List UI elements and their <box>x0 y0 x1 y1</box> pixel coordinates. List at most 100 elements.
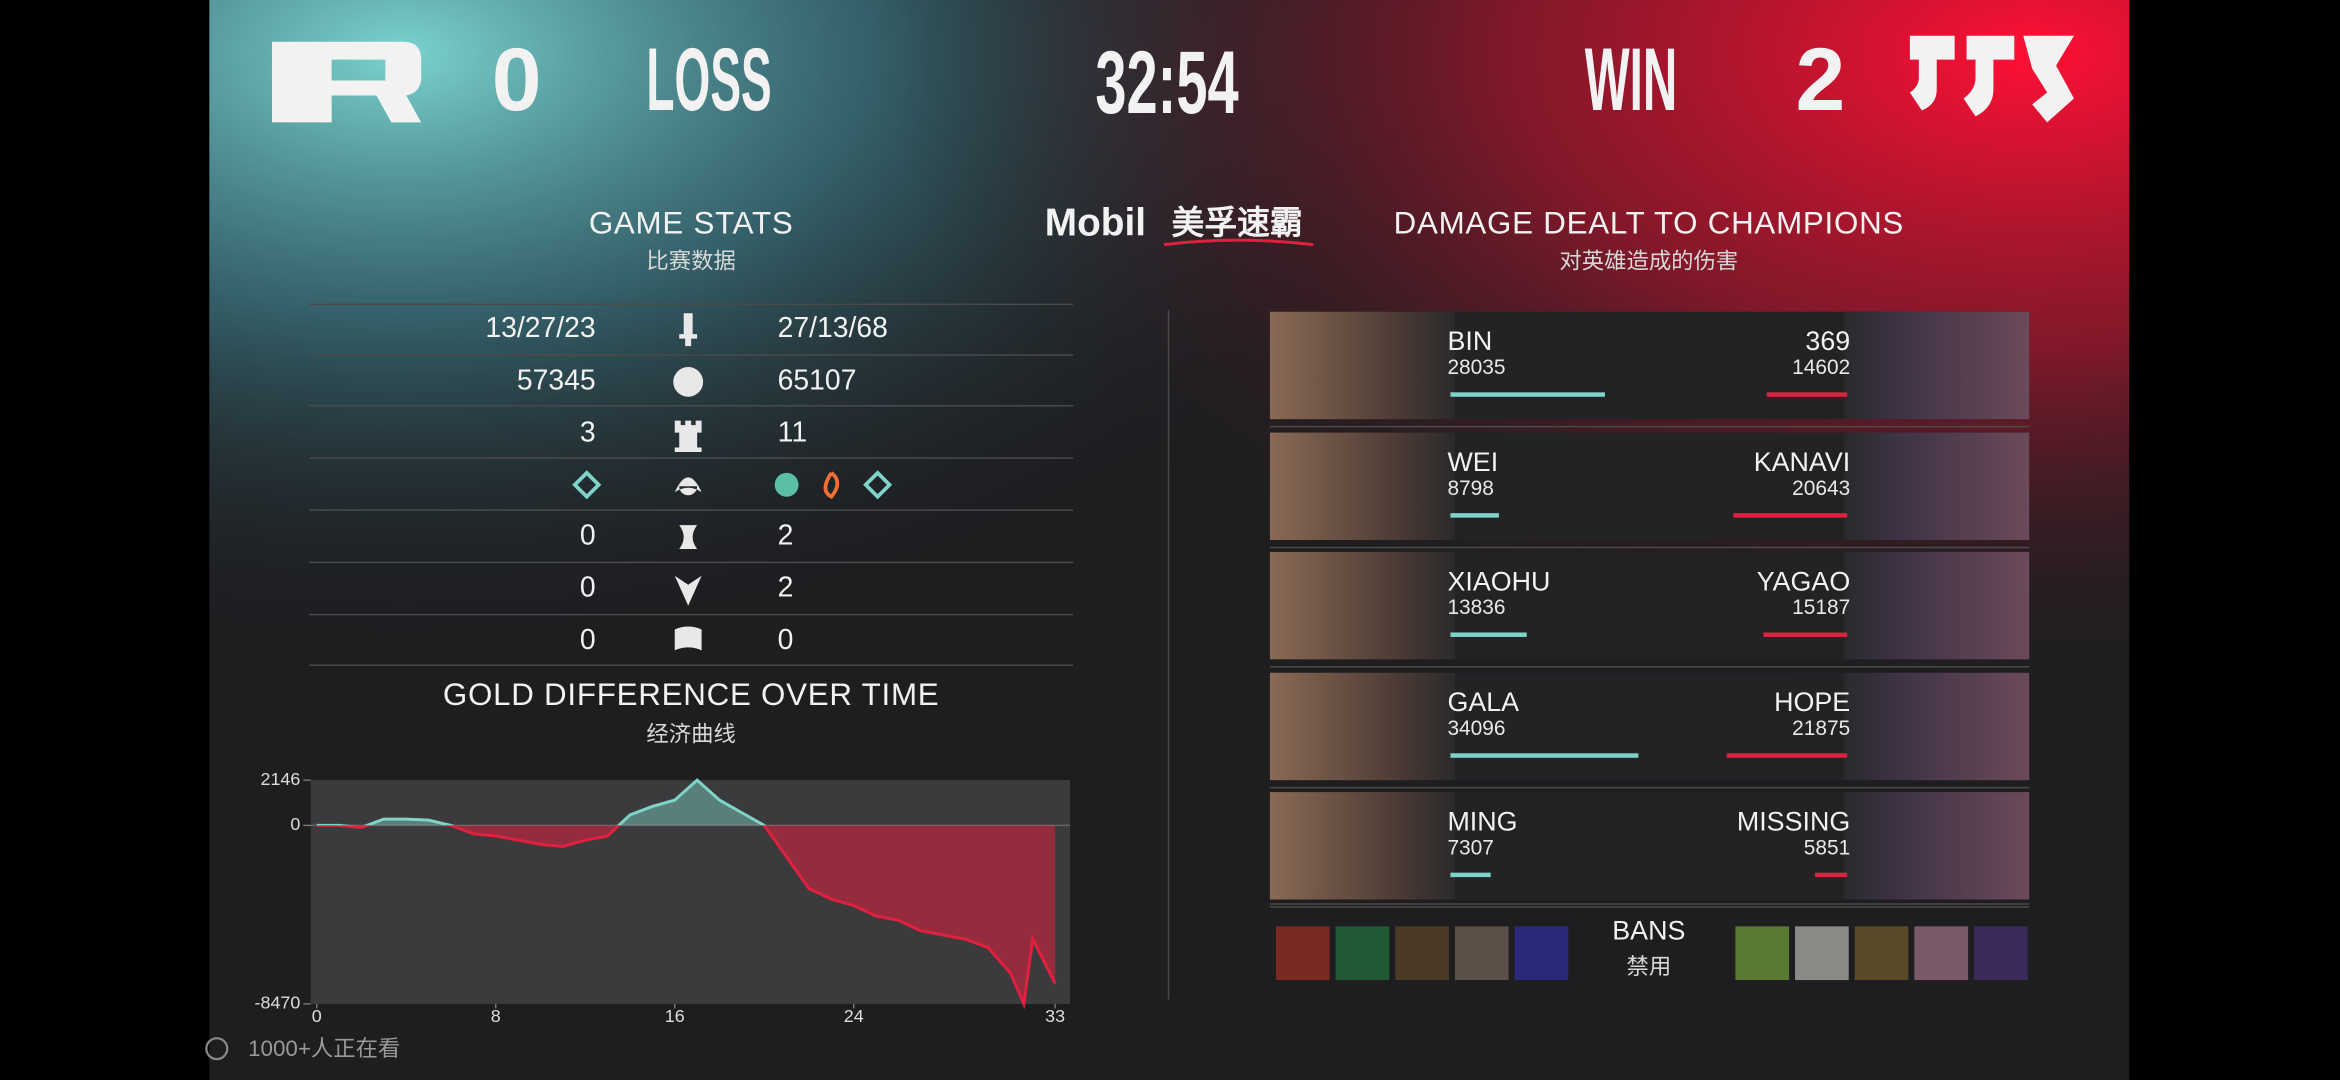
y-tick-label: 0 <box>290 814 300 834</box>
stat-right: 2 <box>778 572 794 604</box>
portrait-left <box>1269 672 1455 781</box>
right-score: 2 <box>1795 29 1845 129</box>
section-title: DAMAGE DEALT TO CHAMPIONS <box>1394 206 1904 241</box>
damage-value: 7307 <box>1447 836 1493 859</box>
ban-icon <box>1335 926 1390 981</box>
dragon-marker <box>823 471 840 500</box>
ban-icon <box>1795 926 1849 981</box>
damage-value: 34096 <box>1447 717 1505 740</box>
damage-value: 20643 <box>1792 477 1850 500</box>
damage-bar <box>1450 632 1527 637</box>
damage-bar <box>1726 753 1848 758</box>
chart-subtitle: 经济曲线 <box>646 721 735 746</box>
gold-icon <box>673 366 704 397</box>
stat-right: 11 <box>778 417 807 449</box>
elder-icon <box>674 626 702 651</box>
portrait-left <box>1269 551 1455 660</box>
team-logo-left <box>271 41 422 123</box>
herald-icon <box>679 525 698 549</box>
ban-icon <box>1735 926 1790 981</box>
player-name: GALA <box>1447 687 1519 717</box>
damage-bar <box>1766 392 1848 397</box>
x-tick-label: 24 <box>844 1006 864 1026</box>
section-subtitle: 比赛数据 <box>646 248 735 273</box>
stat-left: 57345 <box>517 364 596 396</box>
player-name: MING <box>1447 807 1517 837</box>
kills-icon <box>679 313 698 347</box>
portrait-right <box>1844 792 2030 900</box>
damage-bar <box>1450 753 1639 758</box>
stat-left: 3 <box>580 417 596 449</box>
sponsor-brand: Mobil <box>1045 201 1146 244</box>
stat-right: 2 <box>778 520 794 552</box>
ban-icon <box>1974 926 2028 981</box>
player-name: XIAOHU <box>1447 566 1550 596</box>
player-name: YAGAO <box>1757 566 1850 596</box>
portrait-left <box>1269 792 1455 900</box>
area-negative <box>339 825 1056 1004</box>
dragon-marker <box>774 472 799 497</box>
y-tick-label: 2146 <box>261 769 301 789</box>
damage-value: 14602 <box>1792 356 1850 379</box>
player-name: 369 <box>1805 326 1850 356</box>
stat-icons <box>673 313 704 651</box>
dragon-marker <box>572 470 602 500</box>
y-tick-label: -8470 <box>255 993 301 1013</box>
sponsor-product: 美孚速霸 <box>1172 204 1303 241</box>
area-positive <box>316 780 1056 826</box>
bans-left <box>1275 926 2028 981</box>
portrait-right <box>1844 672 2030 781</box>
portrait-left <box>1269 432 1455 540</box>
damage-value: 13836 <box>1447 596 1505 619</box>
damage-value: 15187 <box>1792 596 1850 619</box>
x-tick-label: 16 <box>665 1006 685 1026</box>
portrait-right <box>1844 311 2030 420</box>
tower-icon <box>674 420 702 452</box>
ban-icon <box>1514 926 1569 981</box>
player-name: BIN <box>1447 326 1492 356</box>
damage-value: 5851 <box>1804 836 1850 859</box>
stat-right: 0 <box>778 624 794 656</box>
player-name: KANAVI <box>1754 447 1850 477</box>
stat-left: 13/27/23 <box>485 312 595 344</box>
damage-bar <box>1450 513 1499 518</box>
damage-value: 8798 <box>1447 477 1493 500</box>
ban-icon <box>1854 926 1909 981</box>
sponsor-swoosh <box>1163 238 1314 247</box>
game-timer: 32:54 <box>1095 32 1238 132</box>
section-title: GAME STATS <box>589 206 794 241</box>
stat-left: 0 <box>580 520 596 552</box>
damage-bar <box>1450 392 1605 397</box>
stat-left: 0 <box>580 624 596 656</box>
damage-value: 28035 <box>1447 356 1505 379</box>
stat-right: 27/13/68 <box>778 312 888 344</box>
section-subtitle: 对英雄造成的伤害 <box>1559 248 1738 273</box>
x-tick-label: 0 <box>312 1006 322 1026</box>
ban-icon <box>1395 926 1449 981</box>
dragon-row <box>572 470 893 500</box>
player-name: HOPE <box>1774 687 1850 717</box>
chart-title: GOLD DIFFERENCE OVER TIME <box>443 677 940 712</box>
damage-bar <box>1733 513 1848 518</box>
left-score: 0 <box>492 29 542 129</box>
dragon-marker <box>863 470 893 500</box>
viewer-icon <box>205 1037 229 1061</box>
x-tick-label: 33 <box>1045 1006 1065 1026</box>
stat-right: 65107 <box>778 364 857 396</box>
stat-left: 0 <box>580 572 596 604</box>
ban-icon <box>1275 926 1330 981</box>
viewer-count: 1000+人正在看 <box>248 1036 400 1061</box>
left-result: LOSS <box>646 29 771 129</box>
baron-icon <box>674 575 702 606</box>
ban-icon <box>1914 926 1969 981</box>
team-logo-right <box>1909 35 2074 123</box>
damage-value: 21875 <box>1792 717 1850 740</box>
portrait-left <box>1269 311 1455 420</box>
line-negative <box>316 825 1057 1010</box>
bans-title: BANS <box>1612 915 1685 945</box>
ban-icon <box>1454 926 1509 981</box>
damage-bar <box>1763 632 1848 637</box>
right-result: WIN <box>1585 29 1677 129</box>
player-name: WEI <box>1447 447 1498 477</box>
